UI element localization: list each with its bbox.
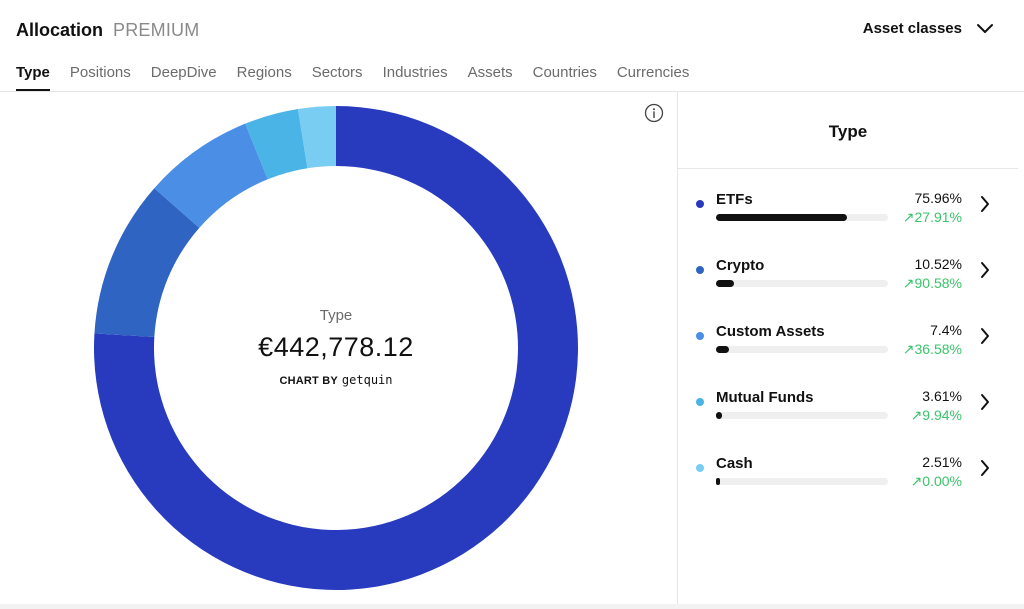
premium-badge: PREMIUM xyxy=(113,20,200,40)
item-change: ↗9.94% xyxy=(910,407,962,423)
chevron-right-icon xyxy=(981,328,989,344)
list-item-crypto[interactable]: Crypto 10.52% ↗90.58% xyxy=(678,253,1018,297)
donut-slice-custom-assets[interactable] xyxy=(154,123,268,228)
item-name: Crypto xyxy=(716,257,765,274)
item-percent: 3.61% xyxy=(922,388,962,404)
tab-deepdive[interactable]: DeepDive xyxy=(150,64,217,81)
donut-slice-crypto[interactable] xyxy=(94,188,200,338)
donut-center-label: Type xyxy=(319,307,353,324)
legend-dot xyxy=(696,398,704,406)
donut-slice-mutual-funds[interactable] xyxy=(245,109,308,180)
item-change: ↗27.91% xyxy=(902,209,962,225)
item-change: ↗90.58% xyxy=(902,275,962,291)
allocation-bar-fill xyxy=(716,478,720,485)
page-title: Allocation xyxy=(16,20,104,40)
asset-classes-label: Asset classes xyxy=(862,20,962,37)
tab-regions[interactable]: Regions xyxy=(236,64,292,81)
allocation-bar-fill xyxy=(716,214,847,221)
list-item-cash[interactable]: Cash 2.51% ↗0.00% xyxy=(678,451,1018,495)
item-name: ETFs xyxy=(716,191,753,208)
item-percent: 75.96% xyxy=(914,190,962,206)
chart-credit-brand: getquin xyxy=(341,373,393,387)
panel-divider xyxy=(677,92,678,604)
chevron-right-icon xyxy=(981,196,989,212)
item-change: ↗0.00% xyxy=(910,473,962,489)
donut-slice-cash[interactable] xyxy=(297,106,336,169)
legend-dot xyxy=(696,332,704,340)
panel-separator xyxy=(678,168,1018,169)
chevron-down-icon xyxy=(977,23,993,33)
allocation-bar-fill xyxy=(716,346,729,353)
item-percent: 10.52% xyxy=(914,256,962,272)
chevron-right-icon xyxy=(981,394,989,410)
item-name: Custom Assets xyxy=(716,323,825,340)
tab-currencies[interactable]: Currencies xyxy=(616,64,690,81)
item-change: ↗36.58% xyxy=(902,341,962,357)
allocation-bar-fill xyxy=(716,280,734,287)
list-item-mutual-funds[interactable]: Mutual Funds 3.61% ↗9.94% xyxy=(678,385,1018,429)
header-divider xyxy=(0,91,1024,92)
item-name: Mutual Funds xyxy=(716,389,814,406)
allocation-bar xyxy=(716,478,888,485)
tab-positions[interactable]: Positions xyxy=(69,64,131,81)
panel-title: Type xyxy=(828,122,868,141)
legend-dot xyxy=(696,464,704,472)
tab-countries[interactable]: Countries xyxy=(532,64,597,81)
legend-dot xyxy=(696,200,704,208)
chart-area xyxy=(0,92,677,604)
allocation-bar xyxy=(716,214,888,221)
item-percent: 2.51% xyxy=(922,454,962,470)
bottom-strip xyxy=(0,604,1024,609)
chart-credit: CHART BY getquin xyxy=(186,373,486,387)
legend-dot xyxy=(696,266,704,274)
list-item-etfs[interactable]: ETFs 75.96% ↗27.91% xyxy=(678,187,1018,231)
tab-bar: Type Positions DeepDive Regions Sectors … xyxy=(16,64,709,91)
tab-industries[interactable]: Industries xyxy=(382,64,448,81)
allocation-bar-fill xyxy=(716,412,722,419)
allocation-bar xyxy=(716,280,888,287)
allocation-bar xyxy=(716,412,888,419)
tab-assets[interactable]: Assets xyxy=(467,64,513,81)
item-percent: 7.4% xyxy=(930,322,962,338)
portfolio-total-value: €442,778.12 xyxy=(258,332,414,362)
chevron-right-icon xyxy=(981,460,989,476)
donut-chart xyxy=(94,106,578,590)
list-item-custom-assets[interactable]: Custom Assets 7.4% ↗36.58% xyxy=(678,319,1018,363)
header: Allocation PREMIUM Asset classes Type Po… xyxy=(0,0,1024,92)
allocation-bar xyxy=(716,346,888,353)
type-breakdown-panel: Type ETFs 75.96% ↗27.91% Crypto 10.52% ↗… xyxy=(678,92,1018,604)
info-icon[interactable] xyxy=(644,103,664,123)
item-name: Cash xyxy=(716,455,753,472)
tab-type[interactable]: Type xyxy=(16,64,50,91)
chart-credit-prefix: CHART BY xyxy=(279,375,338,387)
chevron-right-icon xyxy=(981,262,989,278)
title-row: Allocation PREMIUM xyxy=(16,20,199,41)
asset-classes-dropdown[interactable]: Asset classes xyxy=(863,20,994,37)
tab-sectors[interactable]: Sectors xyxy=(311,64,363,81)
